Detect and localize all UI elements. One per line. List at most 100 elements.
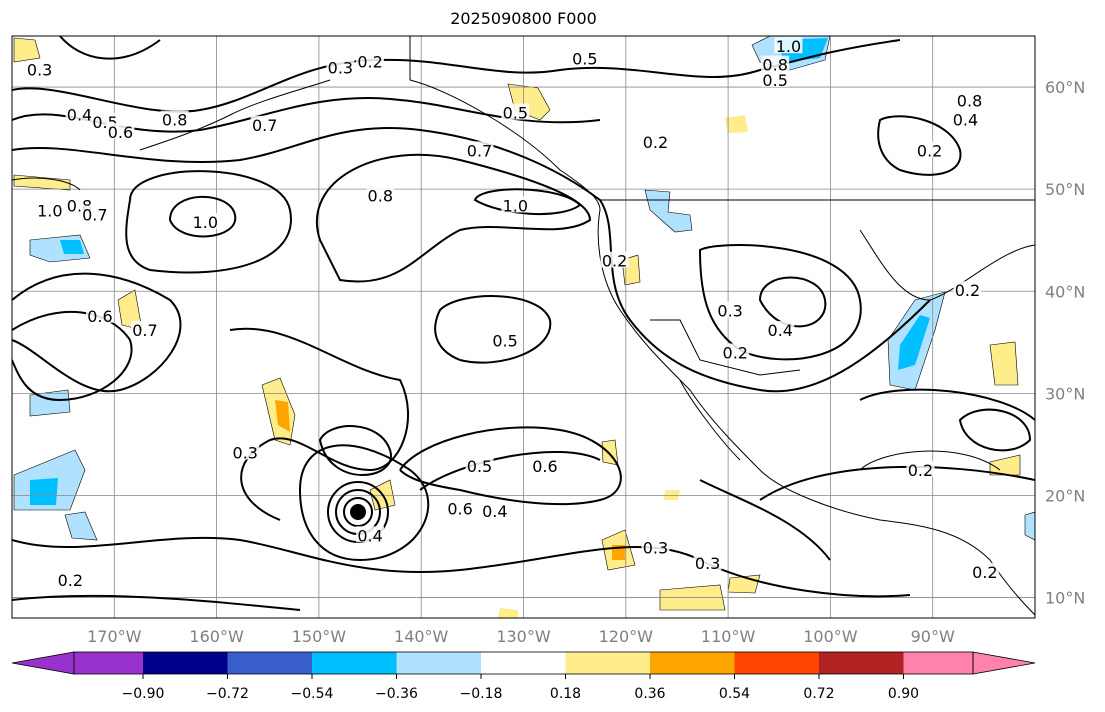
contour-label: 0.2 (723, 344, 748, 363)
lon-tick-label: 90°W (911, 627, 955, 646)
colorbar-segment (734, 652, 820, 674)
contour-label-bg (465, 456, 494, 473)
contour-label: 0.5 (572, 49, 597, 68)
colorbar-tick-label: 0.18 (550, 686, 581, 702)
contour-label: 0.8 (368, 186, 393, 205)
colorbar-segment (565, 652, 651, 674)
lat-tick-label: 30°N (1045, 384, 1085, 403)
contour-label-bg (56, 571, 85, 588)
colorbar-segment (650, 652, 735, 674)
contour-label: 0.5 (503, 104, 528, 123)
contour-label: 0.4 (357, 526, 382, 545)
contour-label-bg (366, 186, 395, 203)
contour-labels: 0.3 0.20.3 0.51.00.80.50.4 0.50.60.8 0.70.50… (25, 37, 999, 590)
colorbar-tick-label: 0.90 (888, 686, 919, 702)
colorbar-tick-label: 0.36 (634, 686, 665, 702)
contour-label-bg (446, 499, 475, 516)
contour-label-bg (65, 105, 94, 122)
contour-label-bg (326, 58, 355, 75)
contour-label: 0.6 (447, 500, 472, 519)
contour-label: 0.2 (908, 461, 933, 480)
colorbar-tick-label: −0.36 (375, 686, 418, 702)
colorbar-over-extension (972, 651, 1036, 675)
contour-label: 0.4 (953, 111, 978, 130)
lon-tick-label: 170°W (87, 627, 142, 646)
contour-label-bg (356, 526, 385, 543)
contour-label: 0.3 (643, 539, 668, 558)
contour-label: 0.6 (108, 123, 133, 142)
colorbar-tick-label: −0.54 (291, 686, 334, 702)
contour-label-bg (130, 321, 159, 338)
contour-label: 0.8 (162, 111, 187, 130)
contour-label: 0.5 (492, 331, 517, 350)
contour-label-bg (480, 501, 509, 518)
lon-tick-label: 130°W (496, 627, 551, 646)
contour-label-bg (491, 331, 520, 348)
contour-label-bg (501, 103, 530, 120)
contour-label-bg (530, 456, 559, 473)
lat-tick-label: 40°N (1045, 282, 1085, 301)
contour-label: 0.2 (955, 281, 980, 300)
contour-label-bg (641, 538, 670, 555)
contour-label-bg (915, 141, 944, 158)
contour-label: 0.8 (762, 56, 787, 75)
coastlines (12, 36, 1035, 616)
colorbar-frame (73, 651, 974, 675)
colorbar-segment (481, 652, 566, 674)
map-area: 0.3 0.20.3 0.51.00.80.50.4 0.50.60.8 0.70.50… (12, 36, 1035, 618)
lon-tick-label: 120°W (599, 627, 654, 646)
contour-label: 0.6 (87, 307, 112, 326)
colorbar-under-extension (11, 651, 75, 675)
map-frame (11, 35, 1036, 619)
lat-tick-label: 20°N (1045, 486, 1085, 505)
contour-label: 0.2 (357, 53, 382, 72)
contour-label: 0.2 (602, 252, 627, 271)
contour-label-bg (955, 91, 984, 108)
contour-label: 0.3 (233, 444, 258, 463)
colorbar: −0.90 −0.72 −0.54 −0.36 −0.18 0.18 0.36 0.54 0.7… (11, 651, 1036, 702)
contour-label: 0.8 (957, 91, 982, 110)
contour-label-bg (766, 321, 795, 338)
contour-label: 1.0 (776, 37, 801, 56)
contour-label: 0.2 (972, 563, 997, 582)
contour-label-bg (191, 212, 220, 229)
colorbar-tick-label: −0.18 (460, 686, 503, 702)
colorbar-segment (903, 652, 973, 674)
contour-label-bg (600, 251, 629, 268)
contour-label: 0.2 (643, 133, 668, 152)
contour-label: 0.4 (768, 321, 793, 340)
contour-label: 1.0 (193, 213, 218, 232)
contour-label-bg (721, 343, 750, 360)
lon-tick-label: 140°W (394, 627, 449, 646)
colorbar-tick-label: −0.90 (122, 686, 165, 702)
contour-label: 0.7 (252, 116, 277, 135)
contour-label: 0.5 (467, 457, 492, 476)
lat-tick-label: 60°N (1045, 78, 1085, 97)
latitude-ticks: 60°N 50°N 40°N 30°N 20°N 10°N (1045, 78, 1085, 608)
lon-tick-label: 100°W (803, 627, 858, 646)
colorbar-segment (396, 652, 482, 674)
contour-label-bg (25, 60, 54, 77)
contour-label: 0.2 (58, 571, 83, 590)
contour-label: 0.4 (67, 106, 92, 125)
contour-label: 0.7 (467, 141, 492, 160)
lon-tick-label: 160°W (189, 627, 244, 646)
contour-label: 0.2 (917, 141, 942, 160)
contour-label-bg (465, 141, 494, 158)
contour-label-bg (693, 553, 722, 570)
contour-label-bg (761, 70, 790, 87)
colorbar-segment (312, 652, 397, 674)
lat-tick-label: 10°N (1045, 589, 1085, 608)
cyclone-center-marker (350, 504, 366, 520)
contour-lines (12, 36, 1035, 611)
contour-label-bg (501, 196, 530, 213)
colorbar-tick-label: 0.54 (719, 686, 750, 702)
contour-label: 0.7 (132, 321, 157, 340)
contour-label-bg (356, 52, 385, 69)
contour-label-bg (85, 306, 114, 323)
contour-label: 0.3 (328, 59, 353, 78)
contour-label-bg (906, 460, 935, 477)
contour-label-bg (250, 115, 279, 132)
